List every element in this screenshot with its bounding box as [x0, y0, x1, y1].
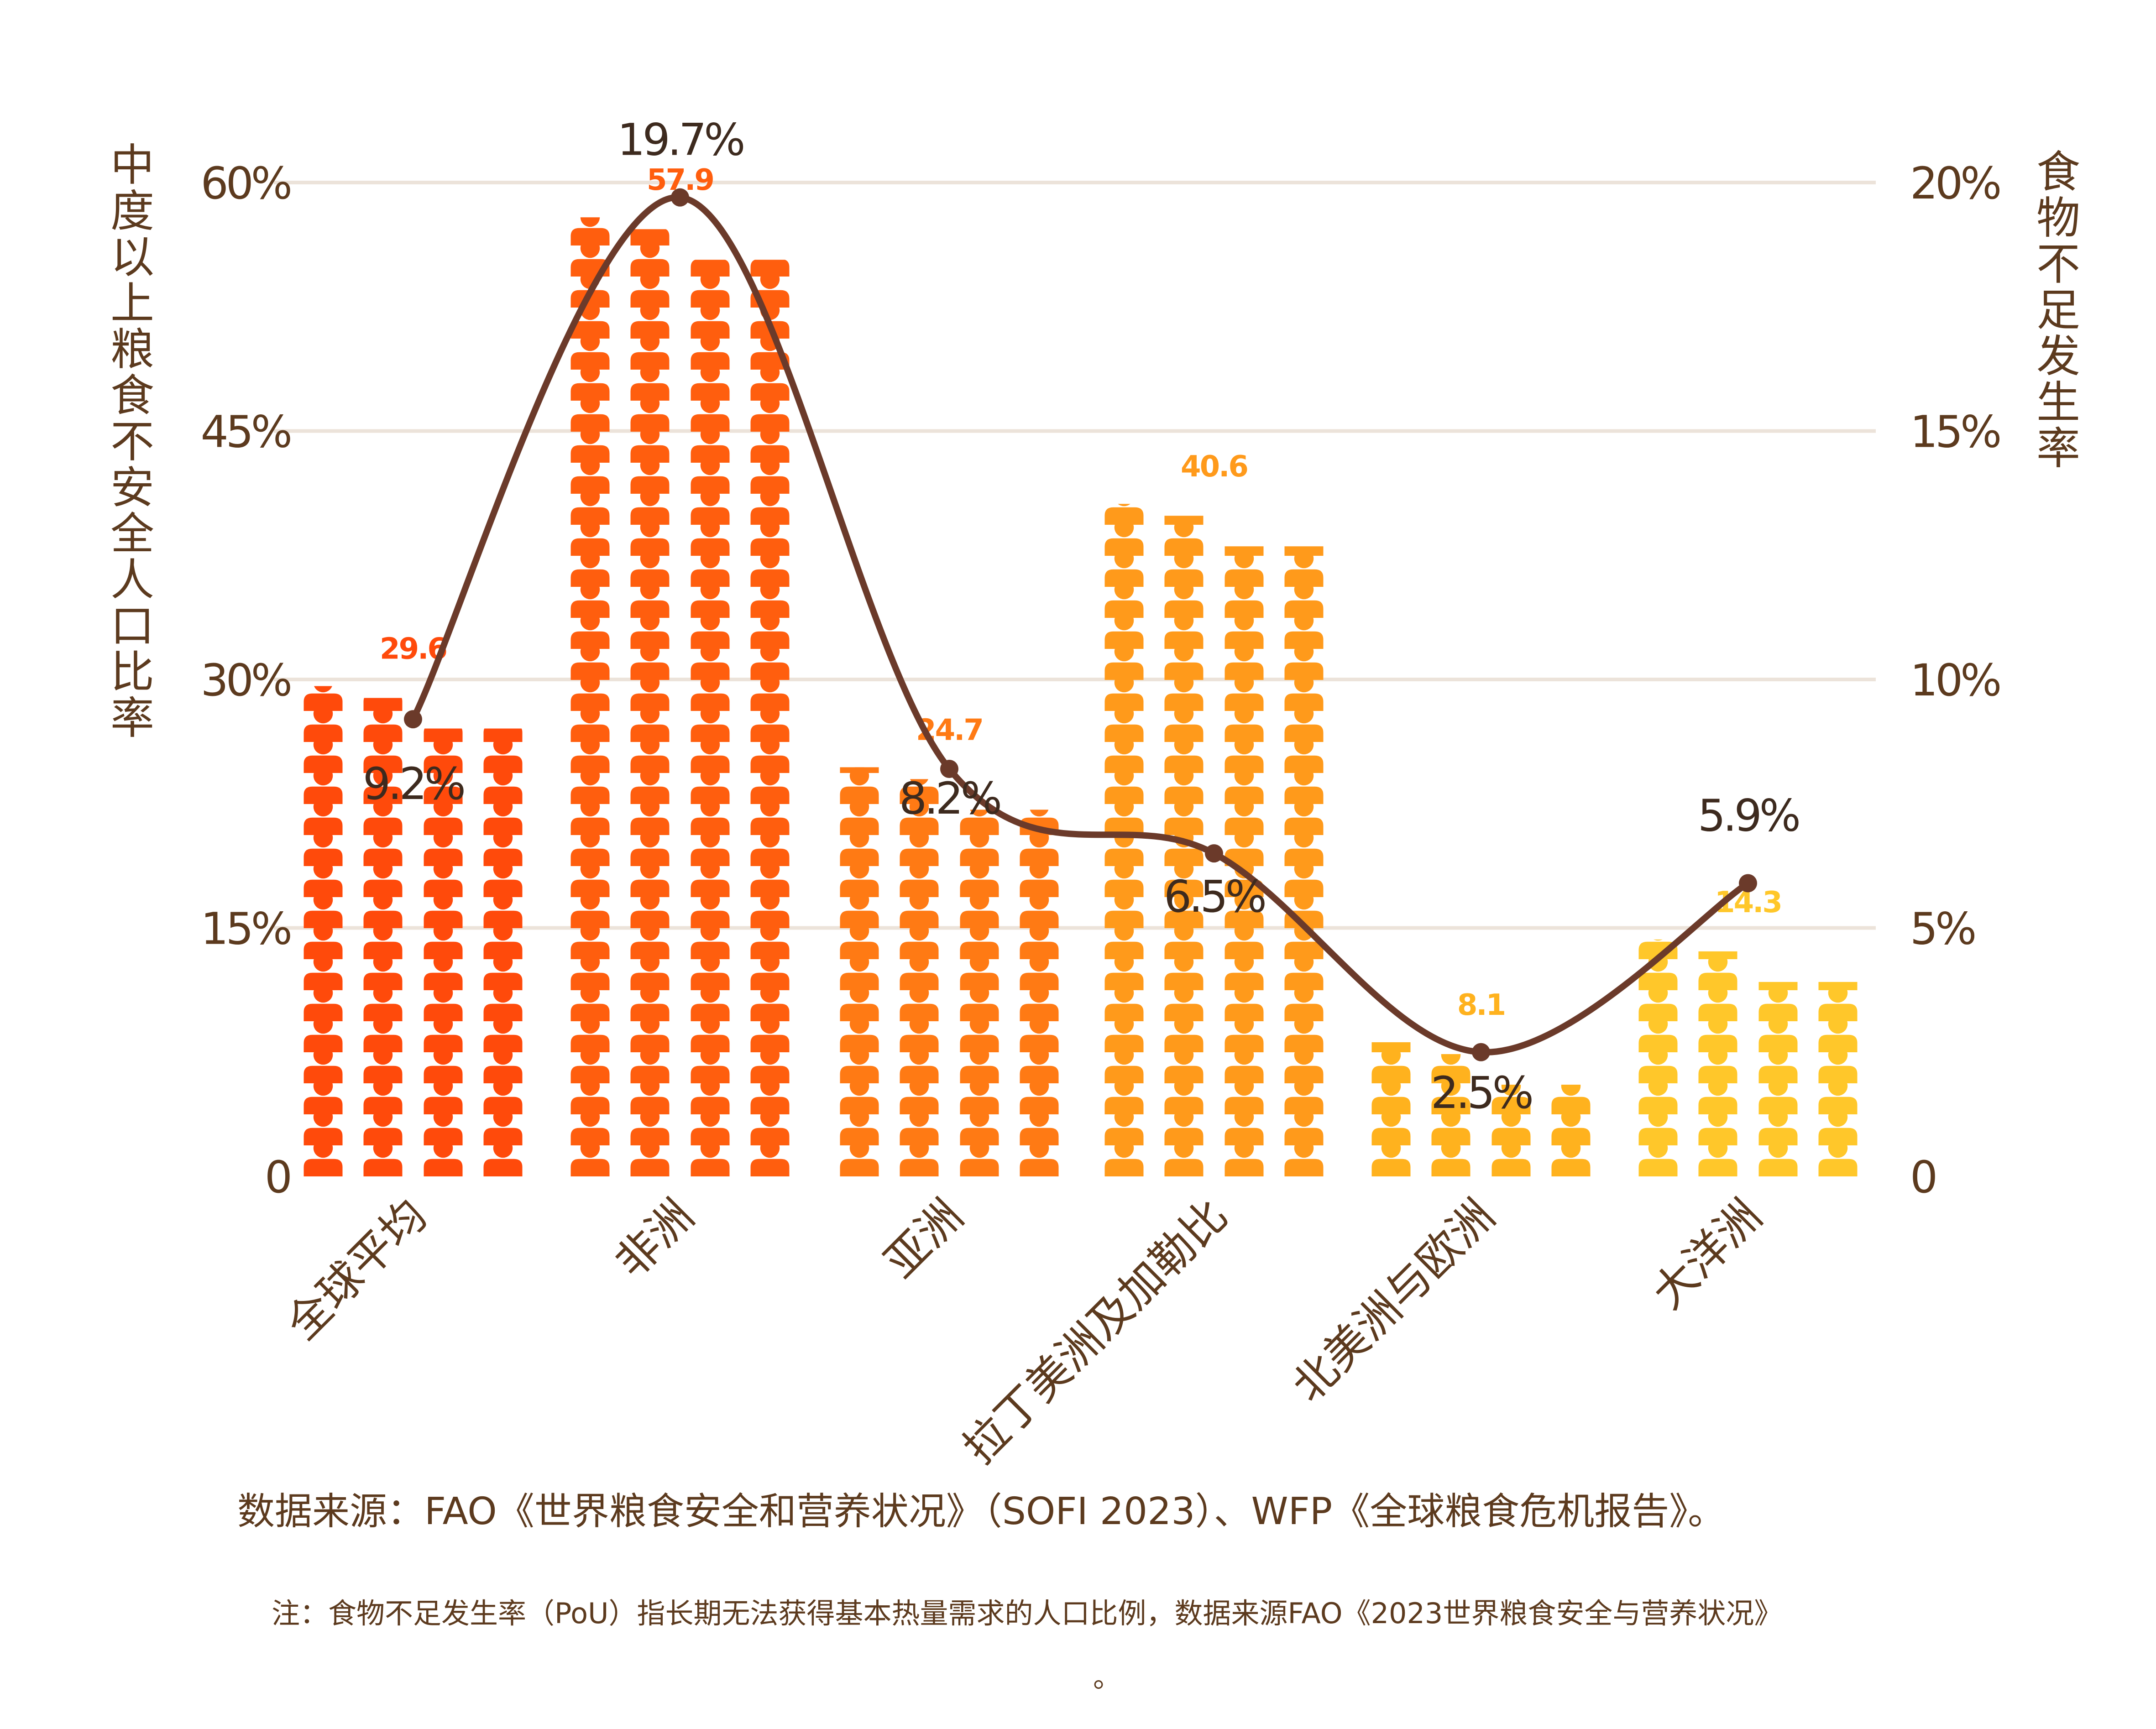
person-icon — [571, 146, 610, 183]
bar — [1758, 982, 1798, 1176]
person-icon — [1164, 516, 1204, 525]
footnote-continuation: 。 — [1093, 1661, 1122, 1694]
person-icon — [1225, 546, 1264, 556]
bar — [1698, 951, 1737, 1176]
y2-tick-label: 15% — [1910, 407, 1999, 458]
line-point — [1205, 844, 1223, 863]
bar — [1818, 982, 1858, 1176]
footnote: 注：食物不足发生率（PoU）指长期无法获得基本热量需求的人口比例，数据来源FAO… — [272, 1597, 1783, 1630]
bar — [1164, 516, 1204, 1176]
y2-tick-label: 5% — [1910, 904, 1974, 955]
y-tick-label: 30% — [201, 655, 290, 706]
person-icon — [840, 767, 879, 773]
y-axis-title: 中度以上粮食不安全人口比率 — [110, 140, 154, 744]
person-icon — [570, 217, 610, 246]
x-tick-label: 非洲 — [605, 1190, 703, 1288]
line-value-label: 5.9% — [1698, 790, 1799, 841]
bar — [630, 229, 670, 1176]
line-value-label: 9.2% — [363, 758, 464, 810]
bar — [304, 611, 343, 1176]
person-icon — [1020, 766, 1059, 804]
person-icon — [1104, 504, 1144, 525]
person-icon — [304, 642, 343, 680]
person-icon — [1551, 1084, 1591, 1114]
bar — [424, 728, 463, 1176]
person-icon — [1818, 982, 1858, 990]
bar-value-label: 8.1 — [1457, 988, 1505, 1022]
y2-axis-title: 食物不足发生率 — [2036, 146, 2080, 474]
person-icon — [304, 611, 343, 649]
line-value-label: 8.2% — [899, 773, 1000, 824]
bar — [1104, 456, 1144, 1176]
person-icon — [750, 260, 790, 277]
x-tick-label: 全球平均 — [277, 1190, 437, 1350]
person-icon — [1020, 735, 1059, 773]
bar-value-label: 40.6 — [1181, 450, 1247, 484]
person-icon — [840, 704, 879, 742]
y-tick-label: 60% — [201, 158, 290, 209]
x-tick-label: 大洋洲 — [1642, 1190, 1771, 1319]
person-icon — [1639, 890, 1678, 928]
y2-tick-label: 0 — [1910, 1152, 1935, 1203]
bar — [840, 704, 879, 1176]
y2-tick-label: 20% — [1910, 158, 1999, 209]
person-icon — [1105, 456, 1144, 494]
person-icon — [1552, 1045, 1591, 1083]
person-icon — [1758, 982, 1798, 990]
line-point — [1472, 1043, 1490, 1061]
bar — [691, 260, 730, 1176]
line-point — [404, 710, 422, 729]
line-point — [671, 188, 689, 207]
x-tick-label: 亚洲 — [874, 1190, 973, 1288]
bar — [1638, 890, 1678, 1176]
person-icon — [691, 260, 730, 277]
person-icon — [483, 728, 523, 742]
bar — [363, 698, 403, 1176]
line-point — [1739, 874, 1757, 893]
series-line — [410, 194, 1751, 1055]
x-tick-label: 拉丁美洲及加勒比 — [953, 1190, 1237, 1473]
bar — [570, 146, 610, 1176]
person-icon — [751, 208, 790, 246]
bar — [483, 728, 523, 1176]
y2-tick-label: 10% — [1910, 655, 1999, 706]
bar — [1551, 1045, 1591, 1176]
line-point — [940, 760, 958, 778]
y-tick-label: 15% — [201, 904, 290, 955]
bar — [1225, 487, 1264, 1176]
line-value-label: 2.5% — [1431, 1067, 1532, 1118]
line-value-label: 6.5% — [1164, 871, 1265, 922]
person-icon — [1284, 546, 1324, 556]
person-icon — [424, 728, 463, 742]
bar — [1020, 735, 1059, 1176]
bar — [1284, 487, 1324, 1176]
line-value-label: 19.7% — [617, 115, 743, 166]
person-icon — [1225, 487, 1264, 525]
data-source-note: 数据来源：FAO《世界粮食安全和营养状况》（SOFI 2023）、WFP《全球粮… — [237, 1490, 1726, 1533]
y-tick-label: 45% — [201, 407, 290, 458]
x-tick-label: 北美洲与欧洲 — [1282, 1190, 1504, 1411]
person-icon — [1285, 487, 1324, 525]
y-tick-label: 0 — [265, 1152, 290, 1203]
